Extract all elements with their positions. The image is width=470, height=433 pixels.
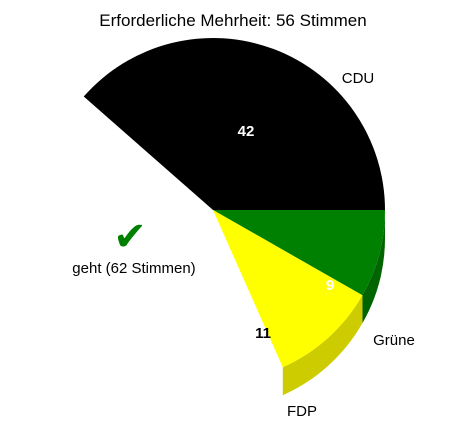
slice-value-label-0: 42 bbox=[238, 123, 255, 140]
pie-slice-2 bbox=[213, 210, 363, 368]
pie-slice-1 bbox=[213, 210, 385, 296]
status-label: geht (62 Stimmen) bbox=[72, 260, 195, 277]
pie-depth-layer bbox=[282, 210, 385, 396]
slice-name-label-0: CDU bbox=[342, 70, 375, 87]
pie-labels: 42 CDU 9 Grüne 11 FDP bbox=[238, 70, 415, 420]
pie-slice-side-2 bbox=[282, 295, 363, 396]
slice-name-label-1: Grüne bbox=[373, 332, 415, 349]
pie-slices bbox=[83, 38, 385, 368]
slice-name-label-2: FDP bbox=[287, 403, 317, 420]
pie-slice-side-1 bbox=[362, 210, 385, 324]
slice-value-label-1: 9 bbox=[326, 277, 334, 294]
slice-value-label-2: 11 bbox=[255, 325, 271, 342]
checkmark-icon: ✔ bbox=[113, 214, 147, 260]
chart-title: Erforderliche Mehrheit: 56 Stimmen bbox=[99, 11, 366, 30]
pie-slice-0 bbox=[83, 38, 385, 210]
